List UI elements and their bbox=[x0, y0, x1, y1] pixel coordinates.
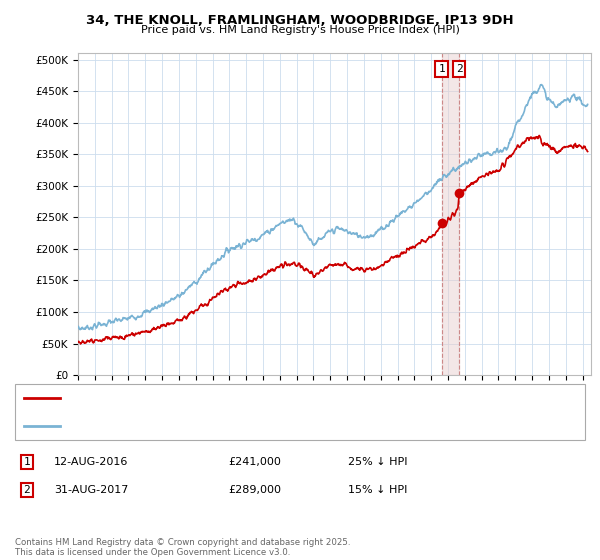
Text: Price paid vs. HM Land Registry's House Price Index (HPI): Price paid vs. HM Land Registry's House … bbox=[140, 25, 460, 35]
Text: 34, THE KNOLL, FRAMLINGHAM, WOODBRIDGE, IP13 9DH (detached house): 34, THE KNOLL, FRAMLINGHAM, WOODBRIDGE, … bbox=[69, 393, 461, 403]
Text: £289,000: £289,000 bbox=[228, 485, 281, 495]
Text: HPI: Average price, detached house, East Suffolk: HPI: Average price, detached house, East… bbox=[69, 421, 324, 431]
Text: £241,000: £241,000 bbox=[228, 457, 281, 467]
Text: 15% ↓ HPI: 15% ↓ HPI bbox=[348, 485, 407, 495]
Text: 1: 1 bbox=[438, 64, 445, 74]
Text: Contains HM Land Registry data © Crown copyright and database right 2025.
This d: Contains HM Land Registry data © Crown c… bbox=[15, 538, 350, 557]
Text: 25% ↓ HPI: 25% ↓ HPI bbox=[348, 457, 407, 467]
Text: 34, THE KNOLL, FRAMLINGHAM, WOODBRIDGE, IP13 9DH: 34, THE KNOLL, FRAMLINGHAM, WOODBRIDGE, … bbox=[86, 14, 514, 27]
Bar bbox=[442, 53, 460, 375]
Text: 1: 1 bbox=[23, 457, 31, 467]
Text: 31-AUG-2017: 31-AUG-2017 bbox=[54, 485, 128, 495]
Text: 12-AUG-2016: 12-AUG-2016 bbox=[54, 457, 128, 467]
Text: 2: 2 bbox=[23, 485, 31, 495]
Text: 2: 2 bbox=[456, 64, 463, 74]
